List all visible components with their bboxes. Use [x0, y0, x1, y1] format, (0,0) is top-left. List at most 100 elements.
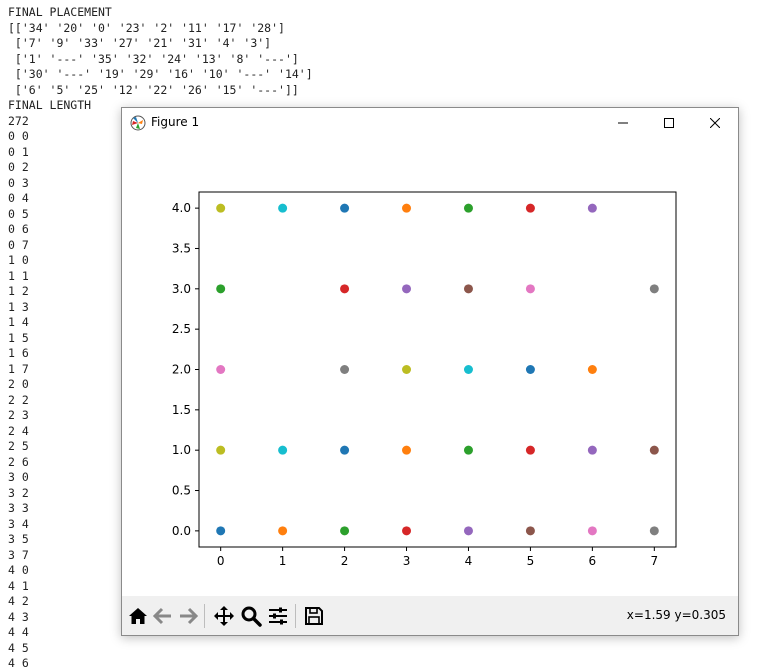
- console-line: 4 1: [8, 578, 29, 593]
- console-line: 1 4: [8, 315, 29, 329]
- axes-frame: [198, 191, 677, 548]
- console-line: 0 3: [8, 175, 29, 190]
- home-button[interactable]: [126, 604, 150, 628]
- y-tick-label: 3.0: [172, 282, 191, 296]
- plot-area[interactable]: 0 1 2 3 4 5 6 7 0.0 0.5 1.0 1.5 2.0 2.5 3.0 3.5 4.0: [122, 138, 738, 596]
- back-button[interactable]: [151, 604, 175, 628]
- console-line: 4 3: [8, 609, 29, 624]
- console-line: 0 0: [8, 129, 29, 143]
- configure-subplots-icon: [269, 607, 287, 625]
- maximize-icon: [664, 118, 674, 128]
- console-line: ['6' '5' '25' '12' '22' '26' '15' '---']…: [8, 82, 299, 97]
- scatter-chart[interactable]: 0 1 2 3 4 5 6 7 0.0 0.5 1.0 1.5 2.0 2.5 3.0 3.5 4.0: [122, 138, 738, 596]
- console-line: ['30' '---' '19' '29' '16' '10' '---' '1…: [8, 67, 313, 81]
- console-line: [['34' '20' '0' '23' '2' '11' '17' '28']: [8, 20, 285, 35]
- forward-button[interactable]: [176, 604, 200, 628]
- x-tick-label: 6: [589, 554, 597, 568]
- data-point: [463, 445, 473, 455]
- data-point: [402, 203, 412, 213]
- console-line: 2 3: [8, 408, 29, 422]
- cursor-coordinates: x=1.59 y=0.305: [626, 608, 726, 622]
- data-point: [587, 526, 597, 536]
- x-tick-label: 4: [465, 554, 473, 568]
- console-line: 2 4: [8, 423, 29, 438]
- console-line: 3 4: [8, 516, 29, 531]
- console-line: 3 2: [8, 485, 29, 500]
- title-bar[interactable]: Figure 1: [122, 108, 738, 138]
- console-line: 4 5: [8, 640, 29, 655]
- window-title: Figure 1: [151, 115, 200, 129]
- data-point: [525, 445, 535, 455]
- data-point: [216, 365, 226, 374]
- save-button[interactable]: [302, 604, 326, 628]
- data-point: [649, 526, 659, 536]
- toolbar-separator: [295, 604, 296, 628]
- y-tick-label: 3.5: [172, 241, 191, 255]
- console-line: 4 2: [8, 594, 29, 608]
- console-line: 1 6: [8, 346, 29, 360]
- console-line: 0 7: [8, 237, 29, 252]
- navigation-toolbar: x=1.59 y=0.305: [122, 596, 738, 635]
- matplotlib-app-icon: [130, 115, 146, 131]
- console-line: 1 7: [8, 361, 29, 376]
- data-point: [587, 365, 597, 374]
- y-tick-label: 1.5: [172, 403, 191, 417]
- data-point: [340, 526, 350, 536]
- pan-button[interactable]: [212, 604, 236, 628]
- console-line: 0 2: [8, 160, 29, 174]
- data-point: [649, 445, 659, 455]
- y-tick-label: 0.5: [172, 484, 191, 498]
- data-point: [340, 284, 350, 294]
- console-line: 3 7: [8, 547, 29, 562]
- data-point: [278, 445, 288, 455]
- back-arrow-icon: [153, 607, 171, 625]
- y-tick-label: 0.0: [172, 524, 191, 538]
- data-point: [525, 203, 535, 213]
- close-icon: [710, 118, 720, 128]
- data-point: [340, 203, 350, 213]
- console-line: 2 2: [8, 392, 29, 407]
- data-point: [525, 365, 535, 374]
- x-tick-label: 2: [341, 554, 349, 568]
- y-tick-label: 2.5: [172, 322, 191, 336]
- toolbar-separator: [204, 604, 205, 628]
- console-line: ['1' '---' '35' '32' '24' '13' '8' '---'…: [8, 51, 299, 66]
- data-point: [463, 203, 473, 213]
- console-line: 1 5: [8, 330, 29, 345]
- console-line: 2 5: [8, 439, 29, 453]
- data-point: [278, 203, 288, 213]
- data-point: [216, 284, 226, 294]
- console-line: FINAL LENGTH: [8, 98, 92, 112]
- close-button[interactable]: [692, 108, 738, 138]
- console-line: 0 5: [8, 206, 29, 221]
- console-line: 3 3: [8, 501, 29, 515]
- data-point: [525, 284, 535, 294]
- zoom-icon: [241, 606, 262, 627]
- console-line: 1 2: [8, 284, 29, 298]
- console-line: 1 0: [8, 253, 29, 267]
- data-point: [340, 365, 350, 374]
- x-tick-label: 1: [279, 554, 287, 568]
- data-point: [402, 445, 412, 455]
- x-tick-label: 3: [403, 554, 411, 568]
- data-point: [216, 445, 226, 455]
- console-line: 4 4: [8, 625, 29, 639]
- configure-subplots-button[interactable]: [266, 604, 290, 628]
- data-point: [340, 445, 350, 455]
- data-point: [463, 526, 473, 536]
- data-point: [463, 365, 473, 374]
- console-line: 1 1: [8, 268, 29, 283]
- console-line: ['7' '9' '33' '27' '21' '31' '4' '3']: [8, 36, 272, 50]
- console-line: 2 0: [8, 377, 29, 391]
- pan-icon: [214, 606, 234, 626]
- y-tick-label: 1.0: [172, 443, 191, 457]
- minimize-button[interactable]: [600, 108, 646, 138]
- data-point: [525, 526, 535, 536]
- maximize-button[interactable]: [646, 108, 692, 138]
- data-point: [649, 284, 659, 294]
- y-tick-label: 4.0: [172, 201, 191, 215]
- data-point: [587, 203, 597, 213]
- zoom-button[interactable]: [239, 604, 263, 628]
- console-line: 3 0: [8, 470, 29, 484]
- data-point: [402, 526, 412, 536]
